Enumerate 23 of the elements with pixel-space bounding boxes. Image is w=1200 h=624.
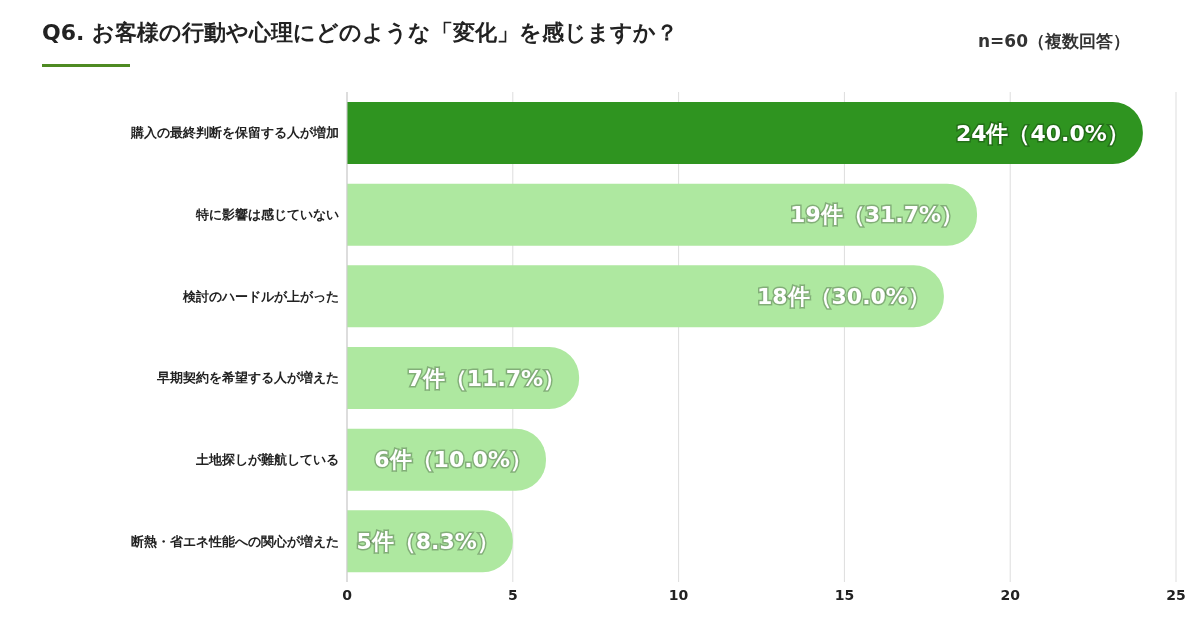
x-tick-label: 15 — [834, 586, 855, 603]
data-label: 18件（30.0%） — [756, 284, 930, 310]
data-label: 19件（31.7%） — [790, 202, 964, 228]
bar — [347, 265, 944, 328]
y-tick-label: 土地探しが難航している — [195, 452, 339, 468]
data-label: 7件（11.7%） — [407, 365, 566, 391]
y-tick-label: 特に影響は感じていない — [195, 207, 339, 223]
y-tick-label: 早期契約を希望する人が増えた — [156, 370, 339, 386]
y-tick-label: 検討のハードルが上がった — [182, 288, 339, 304]
x-tick-label: 5 — [507, 586, 518, 603]
bar — [347, 183, 978, 246]
x-tick-label: 20 — [1000, 586, 1021, 603]
y-tick-label: 購入の最終判断を保留する人が増加 — [130, 125, 339, 141]
x-tick-label: 0 — [342, 586, 353, 603]
data-label: 5件（8.3%） — [356, 529, 499, 555]
y-tick-label: 断熱・省エネ性能への関心が増えた — [131, 533, 339, 549]
data-label: 24件（40.0%） — [955, 120, 1129, 146]
x-tick-label: 25 — [1166, 586, 1186, 603]
text: n=60（複数回答） — [977, 30, 1130, 53]
bar — [347, 102, 1143, 164]
data-label: 6件（10.0%） — [374, 447, 532, 473]
chart-title: Q6. お客様の行動や心理にどのような「変化」を感じますか？ — [42, 19, 679, 47]
x-tick-label: 10 — [668, 586, 689, 603]
